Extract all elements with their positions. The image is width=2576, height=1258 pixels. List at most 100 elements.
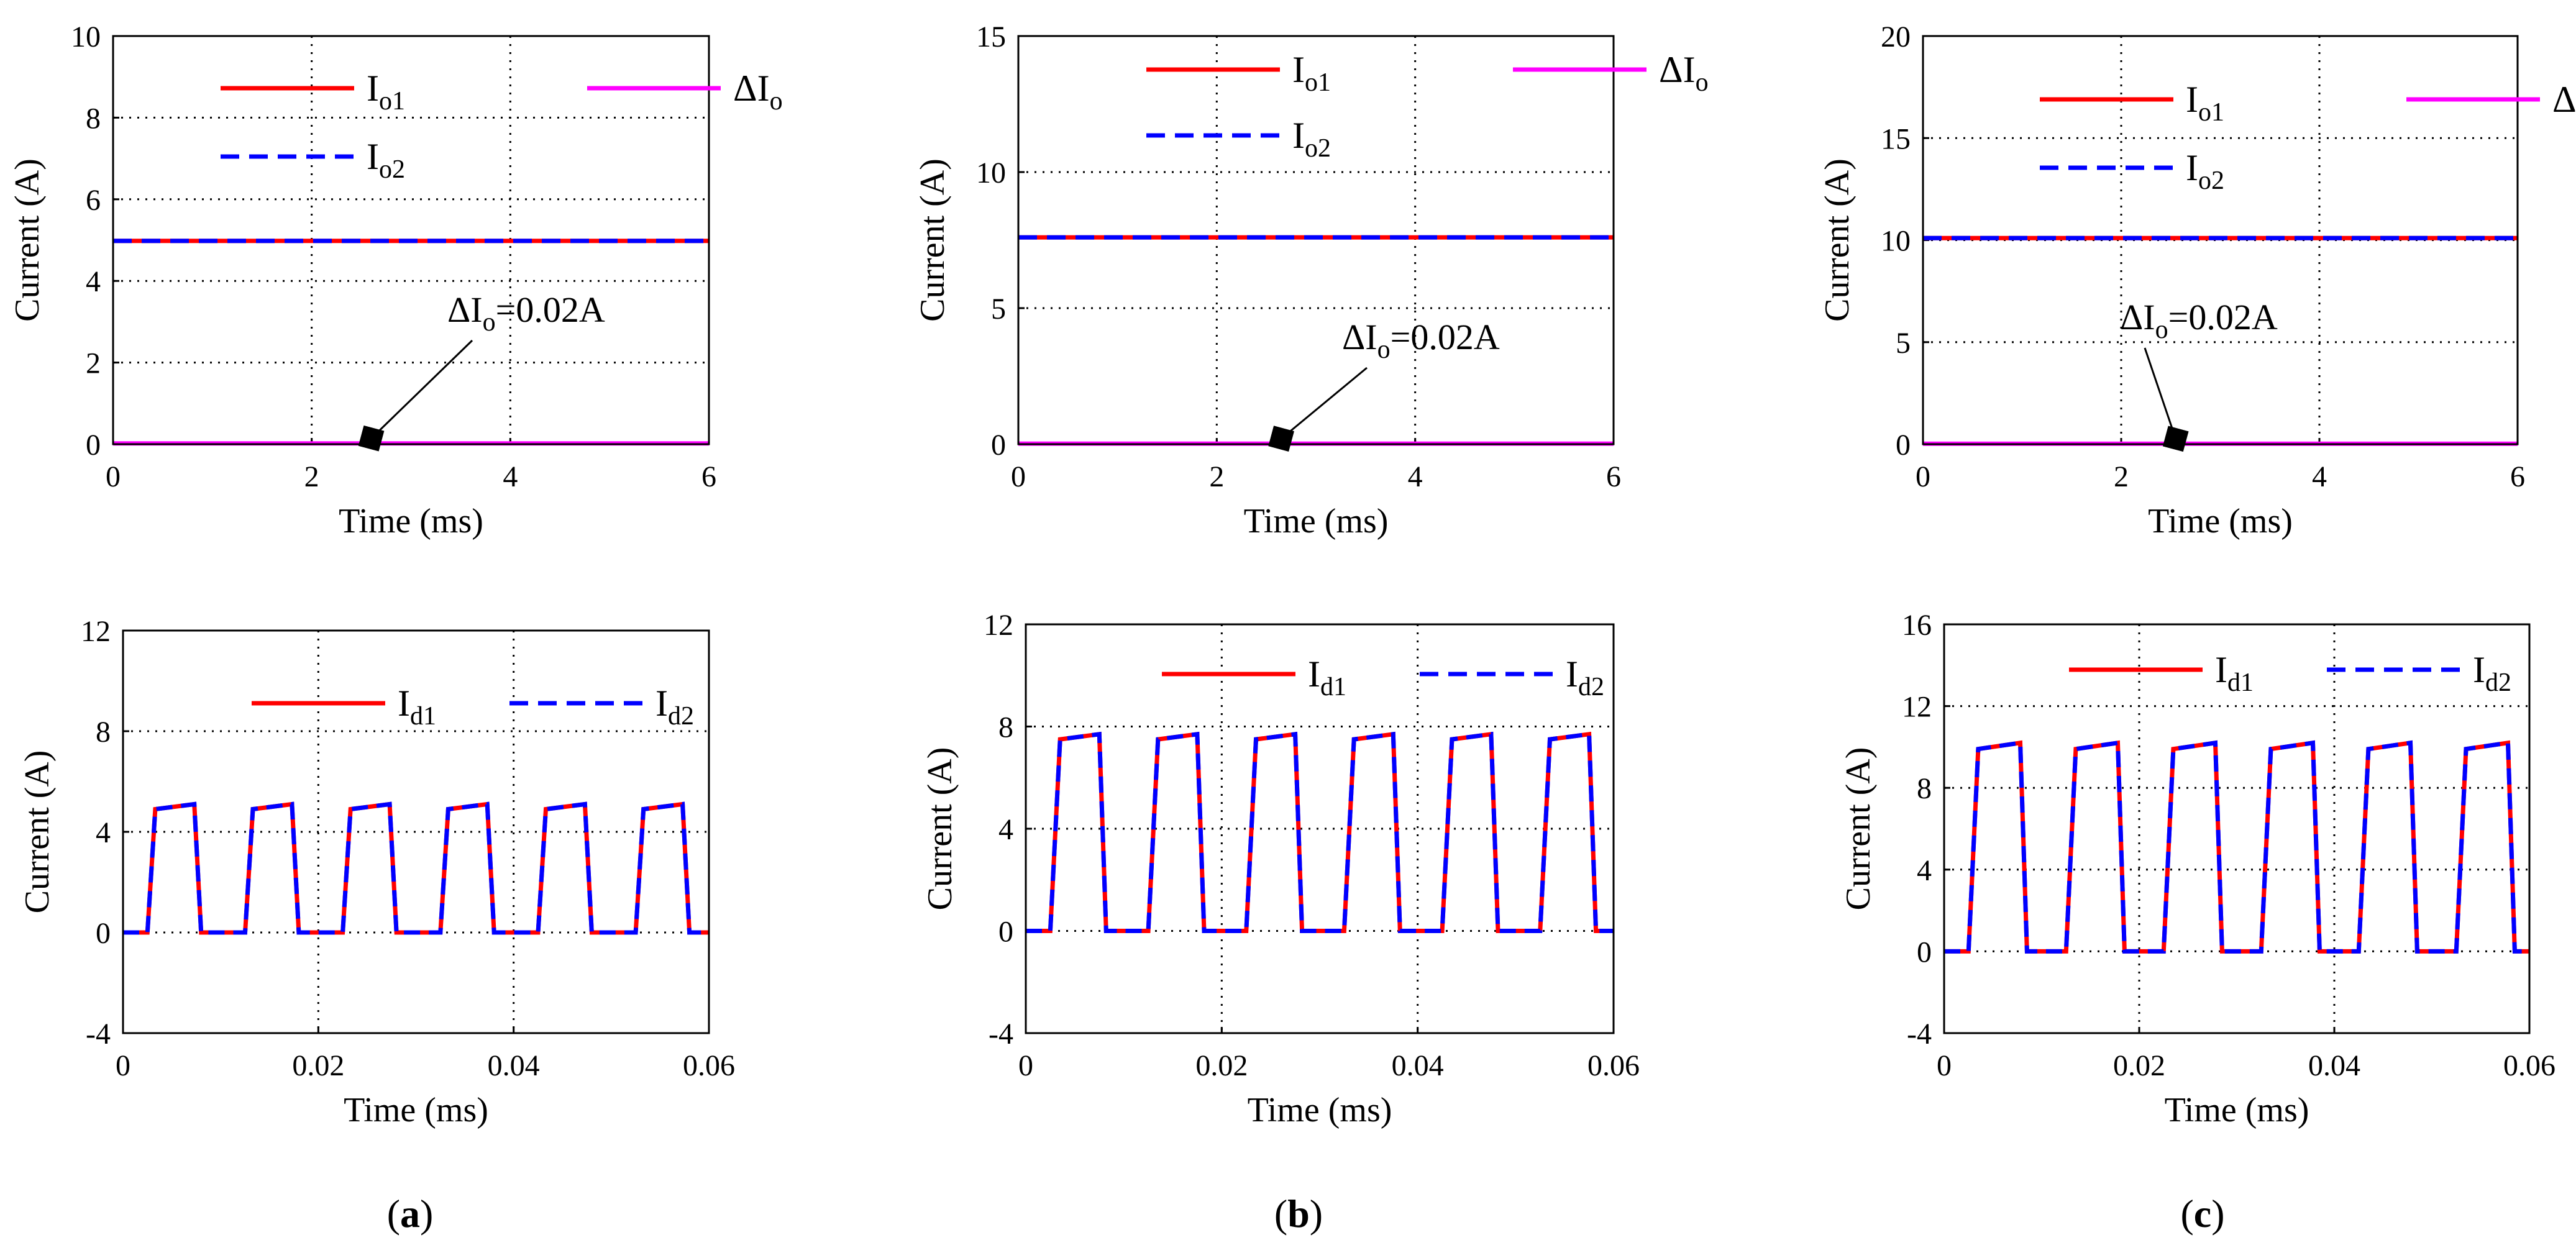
x-tick-label: 0 <box>116 1049 130 1082</box>
legend-label-ΔIo-sub: o <box>770 87 783 116</box>
legend-label-Io2-main: I <box>2186 147 2198 188</box>
y-axis-label: Current (A) <box>1818 158 1857 322</box>
legend-label-ΔIo-sub: o <box>1696 68 1709 97</box>
y-axis-label: Current (A) <box>1839 747 1878 911</box>
annotation-label-tail: =0.02A <box>1391 317 1500 357</box>
x-tick-label: 2 <box>304 460 319 493</box>
annotation-label-main: ΔI <box>1342 317 1377 357</box>
annotation-marker <box>1268 426 1294 452</box>
legend-label-Io1: Io1 <box>367 68 405 116</box>
legend-label-Io2-sub: o2 <box>2198 166 2224 195</box>
y-tick-label: 10 <box>71 21 101 53</box>
x-tick-label: 4 <box>503 460 518 493</box>
axes-frame <box>122 629 710 1034</box>
series-Id1 <box>1944 740 2529 954</box>
x-axis-label: Time (ms) <box>1248 1091 1392 1129</box>
legend-label-Id1-sub: d1 <box>2227 668 2254 697</box>
axes-frame <box>112 35 710 445</box>
x-tick-label: 0.02 <box>292 1049 344 1082</box>
annotation-label: ΔIo=0.02A <box>1342 317 1500 364</box>
legend-label-Io1-main: I <box>1292 49 1305 90</box>
y-tick-label: 16 <box>1902 609 1932 642</box>
legend-label-Io1-sub: o1 <box>379 87 405 116</box>
y-tick-label: 2 <box>86 347 101 380</box>
y-tick-label: 0 <box>96 917 111 950</box>
legend: Io1 ΔIo Io2 <box>221 68 783 184</box>
x-axis-label: Time (ms) <box>344 1091 488 1129</box>
y-tick-label: -4 <box>989 1018 1013 1051</box>
caption-c: (c) <box>2180 1192 2224 1236</box>
legend: Id1 Id2 <box>252 683 694 731</box>
legend-label-Io2-main: I <box>367 136 379 177</box>
x-tick-label: 6 <box>2510 460 2525 493</box>
x-axis-label: Time (ms) <box>339 502 483 540</box>
y-tick-label: 10 <box>1881 225 1911 258</box>
x-tick-label: 2 <box>1209 460 1224 493</box>
annotation-label-sub: o <box>2155 316 2168 344</box>
x-tick-label: 0 <box>1916 460 1930 493</box>
annotation-marker <box>358 425 385 452</box>
legend-label-Io1-main: I <box>367 68 379 109</box>
legend-label-Id2-sub: d2 <box>668 702 694 731</box>
legend-label-ΔIo-main: ΔI <box>1659 49 1696 90</box>
x-tick-label: 0.04 <box>1392 1049 1444 1082</box>
figure-captions: (a) (b) (c) <box>387 1192 2225 1236</box>
axes-frame <box>1017 35 1615 445</box>
caption-b: (b) <box>1274 1192 1323 1236</box>
x-tick-label: 6 <box>1606 460 1621 493</box>
y-tick-label: 8 <box>998 711 1013 744</box>
x-tick-label: 0.04 <box>488 1049 540 1082</box>
x-tick-label: 0.02 <box>1195 1049 1248 1082</box>
x-tick-label: 2 <box>2114 460 2129 493</box>
annotation-marker <box>2162 426 2189 452</box>
y-tick-label: 0 <box>991 429 1006 462</box>
y-tick-label: 4 <box>96 816 111 849</box>
y-tick-label: 0 <box>1917 936 1932 969</box>
x-tick-label: 0.02 <box>2113 1049 2165 1082</box>
legend-label-Id2: Id2 <box>1566 654 1604 701</box>
series-Id1 <box>123 801 709 935</box>
legend-label-Io2: Io2 <box>1292 115 1331 163</box>
y-axis-label: Current (A) <box>18 750 57 914</box>
x-axis-label: Time (ms) <box>2148 502 2293 540</box>
legend-label-Io1-sub: o1 <box>2198 98 2224 127</box>
legend-label-Id1-main: I <box>2215 649 2227 690</box>
legend: Id1 Id2 <box>2069 649 2511 697</box>
y-tick-label: 12 <box>1902 691 1932 724</box>
annotation-leader <box>2144 347 2177 439</box>
legend-label-Id1: Id1 <box>398 683 436 731</box>
legend-label-Id1: Id1 <box>1308 654 1346 701</box>
annotation-label-tail: =0.02A <box>496 289 605 330</box>
legend-label-Id1-main: I <box>398 683 410 724</box>
legend-label-Io1-main: I <box>2186 79 2198 120</box>
legend-label-ΔIo: ΔIo <box>2552 79 2576 127</box>
y-axis-label: Current (A) <box>8 158 47 322</box>
annotation-label-sub: o <box>483 308 496 337</box>
legend-label-Id1-sub: d1 <box>410 702 436 731</box>
series-Id2 <box>1944 740 2529 954</box>
legend-label-Io2: Io2 <box>2186 147 2224 195</box>
legend-label-Io2: Io2 <box>367 136 405 184</box>
series-Id2 <box>123 801 709 935</box>
x-tick-label: 0 <box>106 460 121 493</box>
legend-label-Id2-main: I <box>2473 649 2485 690</box>
y-tick-label: 5 <box>991 293 1006 326</box>
annotation-label-main: ΔI <box>2120 297 2155 337</box>
series-Id2 <box>1026 731 1614 933</box>
legend-label-Id2: Id2 <box>2473 649 2511 697</box>
annotation-label: ΔIo=0.02A <box>2120 297 2278 344</box>
y-tick-label: 12 <box>984 609 1013 642</box>
annotation-leader <box>370 339 473 439</box>
x-axis-label: Time (ms) <box>1244 502 1389 540</box>
y-tick-label: 0 <box>86 429 101 462</box>
y-tick-label: 0 <box>998 916 1013 949</box>
y-tick-label: 4 <box>86 265 101 298</box>
x-tick-label: 0.06 <box>1587 1049 1640 1082</box>
y-tick-label: 15 <box>976 21 1006 53</box>
x-tick-label: 6 <box>701 460 716 493</box>
caption-a: (a) <box>387 1192 434 1236</box>
y-tick-label: 8 <box>86 102 101 135</box>
